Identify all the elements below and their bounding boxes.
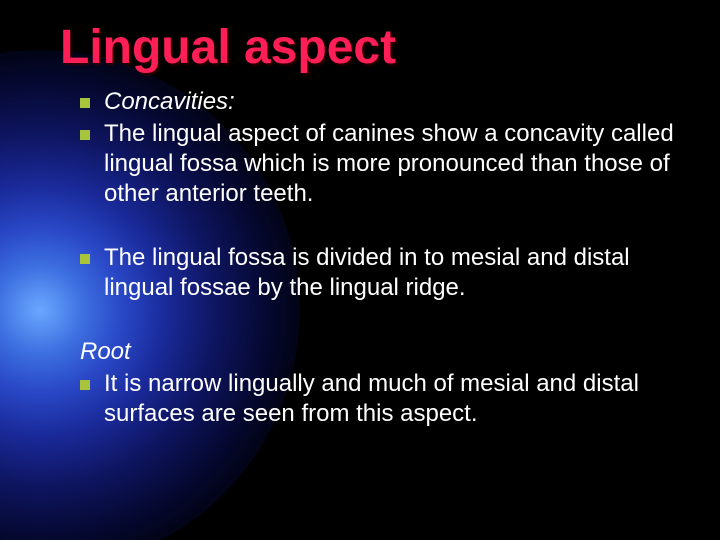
- list-item: Concavities:: [80, 87, 680, 117]
- group-label: Root: [80, 337, 680, 367]
- bullet-text: The lingual aspect of canines show a con…: [104, 119, 680, 209]
- bullet-group: Root It is narrow lingually and much of …: [80, 337, 680, 429]
- bullet-icon: [80, 130, 90, 140]
- slide-title: Lingual aspect: [60, 20, 680, 75]
- slide: Lingual aspect Concavities: The lingual …: [0, 0, 720, 540]
- bullet-icon: [80, 254, 90, 264]
- bullet-text: It is narrow lingually and much of mesia…: [104, 369, 680, 429]
- slide-content: Concavities: The lingual aspect of canin…: [60, 87, 680, 429]
- list-item: The lingual aspect of canines show a con…: [80, 119, 680, 209]
- bullet-icon: [80, 98, 90, 108]
- list-item: It is narrow lingually and much of mesia…: [80, 369, 680, 429]
- list-item: The lingual fossa is divided in to mesia…: [80, 243, 680, 303]
- bullet-text: The lingual fossa is divided in to mesia…: [104, 243, 680, 303]
- bullet-group: The lingual fossa is divided in to mesia…: [80, 243, 680, 303]
- bullet-icon: [80, 380, 90, 390]
- bullet-text: Concavities:: [104, 87, 680, 117]
- bullet-group: Concavities: The lingual aspect of canin…: [80, 87, 680, 209]
